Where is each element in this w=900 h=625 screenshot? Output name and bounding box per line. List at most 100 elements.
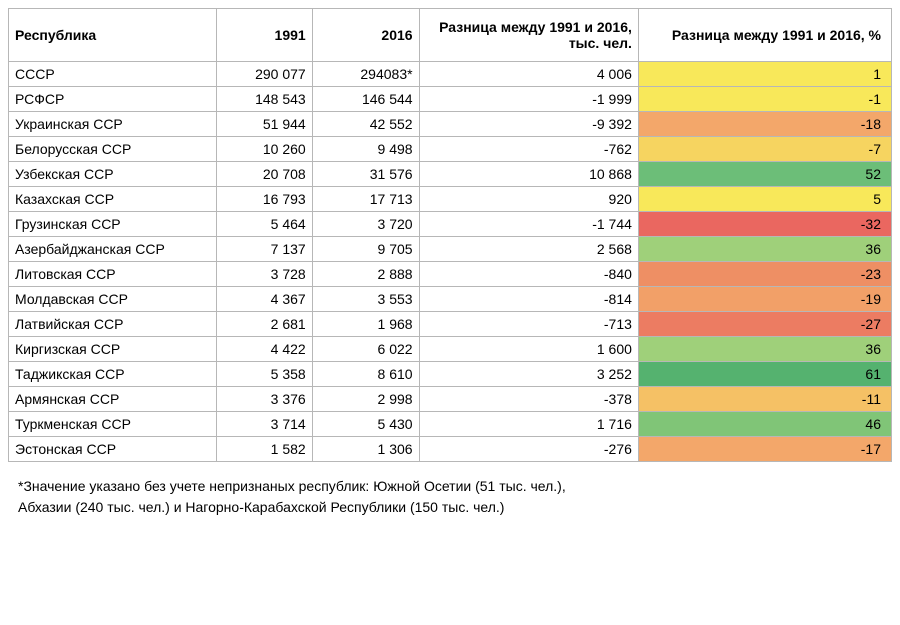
table-row: РСФСР148 543146 544-1 999-1 xyxy=(9,87,892,112)
cell-pct: -27 xyxy=(638,312,891,337)
cell-pct: -7 xyxy=(638,137,891,162)
table-row: Киргизская ССР4 4226 0221 60036 xyxy=(9,337,892,362)
cell-1991: 3 728 xyxy=(217,262,313,287)
cell-2016: 5 430 xyxy=(312,412,419,437)
cell-pct: 36 xyxy=(638,337,891,362)
cell-2016: 146 544 xyxy=(312,87,419,112)
cell-republic: Туркменская ССР xyxy=(9,412,217,437)
cell-1991: 5 464 xyxy=(217,212,313,237)
cell-diff: 920 xyxy=(419,187,638,212)
cell-1991: 1 582 xyxy=(217,437,313,462)
cell-republic: РСФСР xyxy=(9,87,217,112)
cell-1991: 51 944 xyxy=(217,112,313,137)
cell-pct: 52 xyxy=(638,162,891,187)
cell-1991: 2 681 xyxy=(217,312,313,337)
table-row: Эстонская ССР1 5821 306-276-17 xyxy=(9,437,892,462)
cell-diff: -762 xyxy=(419,137,638,162)
cell-diff: 1 600 xyxy=(419,337,638,362)
cell-pct: -23 xyxy=(638,262,891,287)
cell-republic: Эстонская ССР xyxy=(9,437,217,462)
cell-1991: 290 077 xyxy=(217,62,313,87)
cell-1991: 148 543 xyxy=(217,87,313,112)
cell-republic: СССР xyxy=(9,62,217,87)
footnote: *Значение указано без учете непризнаных … xyxy=(8,476,892,518)
cell-1991: 3 714 xyxy=(217,412,313,437)
cell-pct: 61 xyxy=(638,362,891,387)
footnote-line-2: Абхазии (240 тыс. чел.) и Нагорно-Караба… xyxy=(18,499,504,515)
cell-diff: -9 392 xyxy=(419,112,638,137)
cell-diff: 2 568 xyxy=(419,237,638,262)
table-row: Литовская ССР3 7282 888-840-23 xyxy=(9,262,892,287)
cell-pct: -1 xyxy=(638,87,891,112)
cell-pct: -18 xyxy=(638,112,891,137)
cell-pct: -19 xyxy=(638,287,891,312)
cell-pct: -11 xyxy=(638,387,891,412)
cell-1991: 10 260 xyxy=(217,137,313,162)
cell-diff: -840 xyxy=(419,262,638,287)
cell-2016: 6 022 xyxy=(312,337,419,362)
cell-2016: 3 553 xyxy=(312,287,419,312)
header-diff-pct: Разница между 1991 и 2016, % xyxy=(638,9,891,62)
cell-2016: 294083* xyxy=(312,62,419,87)
header-1991: 1991 xyxy=(217,9,313,62)
cell-2016: 42 552 xyxy=(312,112,419,137)
cell-1991: 4 367 xyxy=(217,287,313,312)
cell-republic: Казахская ССР xyxy=(9,187,217,212)
cell-pct: 5 xyxy=(638,187,891,212)
cell-republic: Узбекская ССР xyxy=(9,162,217,187)
table-row: Узбекская ССР20 70831 57610 86852 xyxy=(9,162,892,187)
cell-2016: 9 498 xyxy=(312,137,419,162)
cell-diff: -713 xyxy=(419,312,638,337)
cell-1991: 3 376 xyxy=(217,387,313,412)
table-row: Молдавская ССР4 3673 553-814-19 xyxy=(9,287,892,312)
header-2016: 2016 xyxy=(312,9,419,62)
footnote-line-1: *Значение указано без учете непризнаных … xyxy=(18,478,566,494)
cell-republic: Латвийская ССР xyxy=(9,312,217,337)
cell-2016: 17 713 xyxy=(312,187,419,212)
cell-republic: Азербайджанская ССР xyxy=(9,237,217,262)
table-body: СССР290 077294083*4 0061РСФСР148 543146 … xyxy=(9,62,892,462)
cell-2016: 2 888 xyxy=(312,262,419,287)
cell-republic: Украинская ССР xyxy=(9,112,217,137)
cell-diff: -814 xyxy=(419,287,638,312)
cell-1991: 7 137 xyxy=(217,237,313,262)
table-row: Латвийская ССР2 6811 968-713-27 xyxy=(9,312,892,337)
cell-republic: Армянская ССР xyxy=(9,387,217,412)
cell-pct: -17 xyxy=(638,437,891,462)
header-republic: Республика xyxy=(9,9,217,62)
cell-diff: -1 744 xyxy=(419,212,638,237)
table-row: Туркменская ССР3 7145 4301 71646 xyxy=(9,412,892,437)
table-row: Таджикская ССР5 3588 6103 25261 xyxy=(9,362,892,387)
cell-2016: 9 705 xyxy=(312,237,419,262)
cell-1991: 16 793 xyxy=(217,187,313,212)
cell-2016: 8 610 xyxy=(312,362,419,387)
cell-republic: Киргизская ССР xyxy=(9,337,217,362)
table-row: Азербайджанская ССР7 1379 7052 56836 xyxy=(9,237,892,262)
cell-1991: 20 708 xyxy=(217,162,313,187)
cell-diff: 10 868 xyxy=(419,162,638,187)
cell-diff: 1 716 xyxy=(419,412,638,437)
cell-diff: -276 xyxy=(419,437,638,462)
cell-republic: Грузинская ССР xyxy=(9,212,217,237)
cell-diff: -378 xyxy=(419,387,638,412)
cell-2016: 2 998 xyxy=(312,387,419,412)
cell-republic: Литовская ССР xyxy=(9,262,217,287)
cell-2016: 1 306 xyxy=(312,437,419,462)
population-table: Республика 1991 2016 Разница между 1991 … xyxy=(8,8,892,462)
cell-diff: -1 999 xyxy=(419,87,638,112)
table-row: Армянская ССР3 3762 998-378-11 xyxy=(9,387,892,412)
cell-pct: 1 xyxy=(638,62,891,87)
cell-1991: 4 422 xyxy=(217,337,313,362)
cell-republic: Молдавская ССР xyxy=(9,287,217,312)
cell-pct: 46 xyxy=(638,412,891,437)
cell-republic: Белорусская ССР xyxy=(9,137,217,162)
cell-pct: -32 xyxy=(638,212,891,237)
table-row: Казахская ССР16 79317 7139205 xyxy=(9,187,892,212)
cell-2016: 31 576 xyxy=(312,162,419,187)
table-row: Украинская ССР51 94442 552-9 392-18 xyxy=(9,112,892,137)
cell-diff: 4 006 xyxy=(419,62,638,87)
cell-2016: 1 968 xyxy=(312,312,419,337)
table-row: Грузинская ССР5 4643 720-1 744-32 xyxy=(9,212,892,237)
cell-diff: 3 252 xyxy=(419,362,638,387)
header-diff-abs: Разница между 1991 и 2016, тыс. чел. xyxy=(419,9,638,62)
